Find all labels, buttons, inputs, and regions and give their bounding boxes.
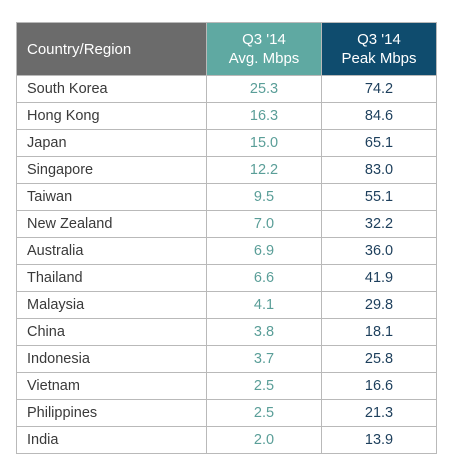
header-avg-mbps: Q3 '14 Avg. Mbps (206, 22, 322, 76)
header-peak-mbps: Q3 '14 Peak Mbps (321, 22, 437, 76)
avg-mbps-cell: 3.8 (206, 318, 322, 346)
peak-mbps-cell: 65.1 (321, 129, 437, 157)
header-avg-label: Avg. Mbps (228, 50, 300, 67)
peak-mbps-cell: 74.2 (321, 75, 437, 103)
table-row: Singapore 12.2 83.0 (16, 156, 437, 184)
table-row: New Zealand 7.0 32.2 (16, 210, 437, 238)
country-cell: Taiwan (16, 183, 207, 211)
speed-table-container: Country/Region Q3 '14 Avg. Mbps Q3 '14 P… (16, 22, 437, 454)
header-peak-period: Q3 '14 (357, 31, 401, 48)
country-cell: New Zealand (16, 210, 207, 238)
table-body: South Korea 25.3 74.2 Hong Kong 16.3 84.6 Japa… (16, 75, 437, 454)
avg-mbps-cell: 16.3 (206, 102, 322, 130)
table-row: Thailand 6.6 41.9 (16, 264, 437, 292)
table-row: China 3.8 18.1 (16, 318, 437, 346)
country-cell: Malaysia (16, 291, 207, 319)
country-cell: South Korea (16, 75, 207, 103)
table-row: Philippines 2.5 21.3 (16, 399, 437, 427)
peak-mbps-cell: 13.9 (321, 426, 437, 454)
peak-mbps-cell: 16.6 (321, 372, 437, 400)
table-header: Country/Region Q3 '14 Avg. Mbps Q3 '14 P… (16, 22, 437, 76)
country-cell: Australia (16, 237, 207, 265)
table-row: Malaysia 4.1 29.8 (16, 291, 437, 319)
table-row: Japan 15.0 65.1 (16, 129, 437, 157)
avg-mbps-cell: 7.0 (206, 210, 322, 238)
peak-mbps-cell: 18.1 (321, 318, 437, 346)
table-row: Hong Kong 16.3 84.6 (16, 102, 437, 130)
peak-mbps-cell: 32.2 (321, 210, 437, 238)
peak-mbps-cell: 29.8 (321, 291, 437, 319)
avg-mbps-cell: 9.5 (206, 183, 322, 211)
avg-mbps-cell: 2.5 (206, 372, 322, 400)
country-cell: Thailand (16, 264, 207, 292)
country-cell: Philippines (16, 399, 207, 427)
header-row: Country/Region Q3 '14 Avg. Mbps Q3 '14 P… (16, 22, 437, 76)
country-cell: Singapore (16, 156, 207, 184)
table-row: Australia 6.9 36.0 (16, 237, 437, 265)
table-row: Vietnam 2.5 16.6 (16, 372, 437, 400)
avg-mbps-cell: 25.3 (206, 75, 322, 103)
peak-mbps-cell: 55.1 (321, 183, 437, 211)
country-cell: Indonesia (16, 345, 207, 373)
avg-mbps-cell: 3.7 (206, 345, 322, 373)
avg-mbps-cell: 4.1 (206, 291, 322, 319)
avg-mbps-cell: 6.9 (206, 237, 322, 265)
table-row: Indonesia 3.7 25.8 (16, 345, 437, 373)
country-cell: Vietnam (16, 372, 207, 400)
header-avg-period: Q3 '14 (242, 31, 286, 48)
header-peak-label: Peak Mbps (341, 50, 417, 67)
country-cell: Japan (16, 129, 207, 157)
header-country: Country/Region (16, 22, 207, 76)
peak-mbps-cell: 36.0 (321, 237, 437, 265)
table-row: India 2.0 13.9 (16, 426, 437, 454)
avg-mbps-cell: 6.6 (206, 264, 322, 292)
avg-mbps-cell: 15.0 (206, 129, 322, 157)
avg-mbps-cell: 2.5 (206, 399, 322, 427)
avg-mbps-cell: 2.0 (206, 426, 322, 454)
peak-mbps-cell: 83.0 (321, 156, 437, 184)
peak-mbps-cell: 25.8 (321, 345, 437, 373)
country-cell: India (16, 426, 207, 454)
peak-mbps-cell: 21.3 (321, 399, 437, 427)
country-cell: Hong Kong (16, 102, 207, 130)
table-row: Taiwan 9.5 55.1 (16, 183, 437, 211)
peak-mbps-cell: 84.6 (321, 102, 437, 130)
peak-mbps-cell: 41.9 (321, 264, 437, 292)
country-cell: China (16, 318, 207, 346)
connection-speed-table: Country/Region Q3 '14 Avg. Mbps Q3 '14 P… (16, 22, 437, 454)
table-row: South Korea 25.3 74.2 (16, 75, 437, 103)
avg-mbps-cell: 12.2 (206, 156, 322, 184)
